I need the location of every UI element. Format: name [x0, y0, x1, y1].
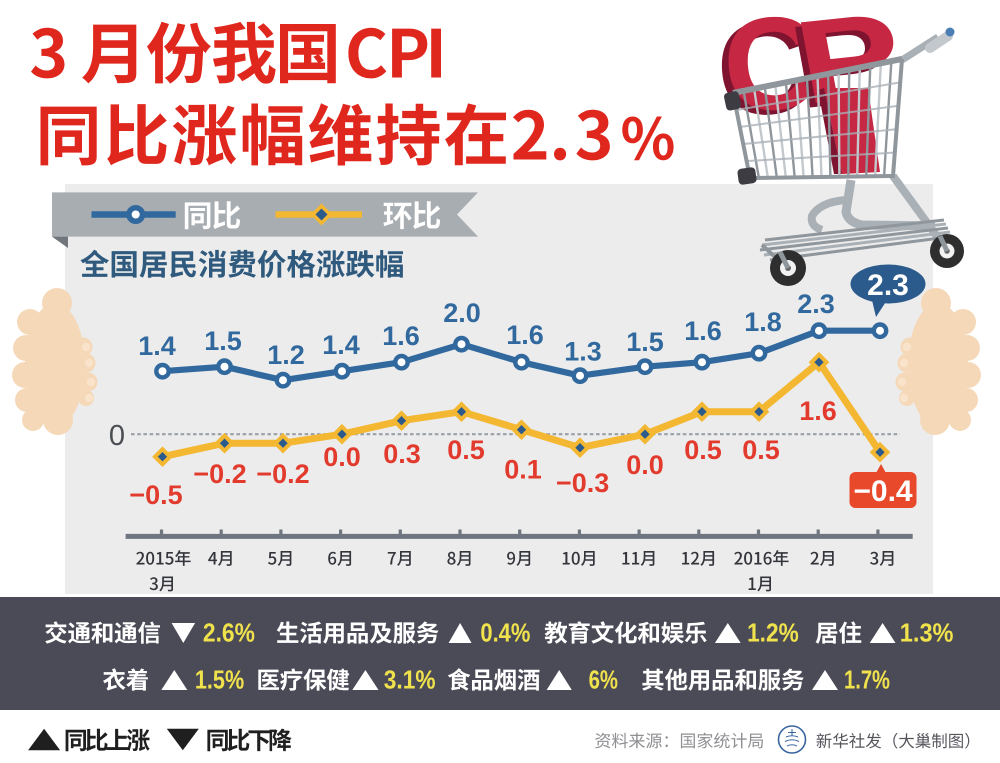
svg-text:0.1: 0.1 — [504, 455, 542, 485]
svg-text:1.5%: 1.5% — [195, 665, 244, 695]
svg-text:1.2%: 1.2% — [747, 618, 799, 648]
svg-text:−0.2: −0.2 — [256, 459, 309, 489]
svg-text:0.5: 0.5 — [742, 435, 780, 465]
svg-text:−0.5: −0.5 — [129, 480, 182, 510]
svg-text:0.4%: 0.4% — [480, 618, 530, 648]
svg-text:0.0: 0.0 — [323, 442, 361, 472]
svg-text:1.6: 1.6 — [382, 321, 420, 351]
svg-text:1.2: 1.2 — [267, 340, 305, 370]
svg-text:2.6%: 2.6% — [203, 618, 255, 648]
svg-text:−0.2: −0.2 — [193, 459, 246, 489]
svg-text:0.0: 0.0 — [626, 450, 664, 480]
svg-text:2.0: 2.0 — [443, 298, 481, 328]
svg-text:1.5: 1.5 — [626, 327, 664, 357]
svg-text:0.3: 0.3 — [383, 439, 421, 469]
svg-text:1.3%: 1.3% — [900, 618, 954, 648]
svg-text:1.6: 1.6 — [799, 396, 837, 426]
svg-text:1.8: 1.8 — [744, 307, 782, 337]
svg-text:6%: 6% — [589, 665, 618, 695]
svg-text:2.3: 2.3 — [867, 269, 909, 302]
svg-text:0.5: 0.5 — [447, 435, 485, 465]
svg-text:1.6: 1.6 — [506, 320, 544, 350]
svg-text:1.3: 1.3 — [564, 337, 602, 367]
svg-text:1.5: 1.5 — [204, 326, 242, 356]
svg-text:1.6: 1.6 — [684, 316, 722, 346]
svg-text:−0.3: −0.3 — [556, 468, 609, 498]
svg-text:1.4: 1.4 — [138, 331, 176, 361]
svg-text:1.4: 1.4 — [322, 330, 360, 360]
svg-text:1.7%: 1.7% — [844, 665, 890, 695]
svg-text:0.5: 0.5 — [684, 435, 722, 465]
svg-text:3.1%: 3.1% — [384, 665, 436, 695]
svg-text:−0.4: −0.4 — [853, 475, 913, 508]
svg-text:2.3: 2.3 — [797, 289, 835, 319]
svg-text:0: 0 — [109, 420, 125, 452]
